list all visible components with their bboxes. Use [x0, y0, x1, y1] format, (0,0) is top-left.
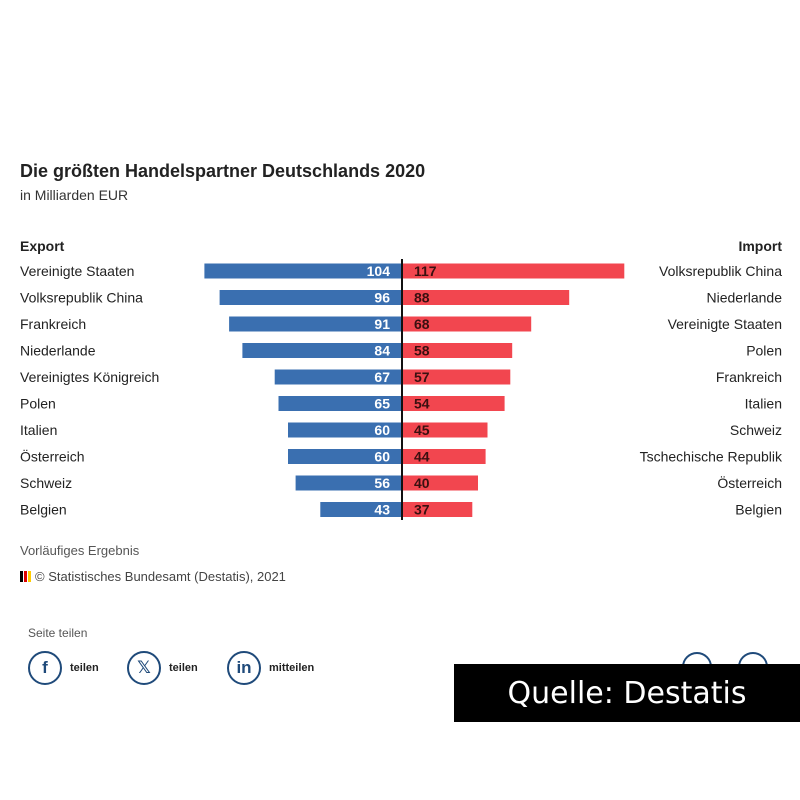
- export-bar: [204, 263, 402, 279]
- share-title: Seite teilen: [28, 626, 88, 640]
- export-category-label: Vereinigte Staaten: [20, 263, 134, 279]
- export-value-label: 67: [374, 369, 390, 385]
- import-category-label: Tschechische Republik: [640, 449, 783, 465]
- export-bar: [242, 343, 402, 358]
- export-category-label: Österreich: [20, 448, 85, 465]
- export-bar: [274, 369, 402, 385]
- import-heading: Import: [738, 238, 782, 254]
- export-category-label: Niederlande: [20, 343, 96, 359]
- export-value-label: 104: [367, 263, 391, 279]
- source-overlay: Quelle: Destatis: [454, 664, 800, 722]
- import-value-label: 54: [414, 396, 430, 412]
- export-category-label: Vereinigtes Königreich: [20, 369, 159, 385]
- source-line: © Statistisches Bundesamt (Destatis), 20…: [20, 569, 286, 584]
- import-category-label: Belgien: [735, 502, 782, 518]
- import-bar: [402, 475, 478, 491]
- export-value-label: 91: [374, 316, 390, 332]
- import-category-label: Polen: [746, 343, 782, 359]
- import-value-label: 58: [414, 343, 430, 359]
- facebook-share-label: teilen: [70, 662, 99, 674]
- import-value-label: 117: [414, 263, 437, 279]
- export-category-label: Polen: [20, 396, 56, 412]
- export-category-label: Volksrepublik China: [20, 290, 143, 306]
- import-category-label: Österreich: [717, 474, 782, 491]
- import-bar: [402, 343, 513, 358]
- import-bar: [402, 369, 511, 385]
- x-share-label: teilen: [169, 662, 198, 674]
- export-bar: [278, 396, 402, 411]
- export-bar: [320, 502, 402, 517]
- export-value-label: 43: [374, 502, 390, 518]
- linkedin-share-button[interactable]: in mitteilen: [227, 651, 314, 685]
- import-bar: [402, 263, 625, 279]
- export-value-label: 96: [374, 290, 390, 306]
- export-bar: [288, 449, 402, 464]
- import-bar: [402, 290, 570, 305]
- linkedin-share-label: mitteilen: [269, 662, 315, 674]
- x-share-button[interactable]: 𝕏 teilen: [127, 651, 198, 685]
- import-category-label: Niederlande: [707, 290, 783, 306]
- export-value-label: 56: [374, 475, 390, 491]
- import-bar: [402, 396, 505, 411]
- export-category-label: Italien: [20, 422, 57, 438]
- import-value-label: 57: [414, 369, 430, 385]
- chart-title: Die größten Handelspartner Deutschlands …: [20, 161, 426, 181]
- export-bar: [219, 290, 402, 305]
- import-category-label: Volksrepublik China: [659, 263, 782, 279]
- import-bar: [402, 422, 488, 438]
- import-bar: [402, 502, 473, 517]
- import-category-label: Schweiz: [730, 422, 782, 438]
- import-category-label: Frankreich: [716, 369, 782, 385]
- export-value-label: 65: [374, 396, 390, 412]
- import-value-label: 45: [414, 422, 430, 438]
- import-value-label: 37: [414, 502, 430, 518]
- export-category-label: Schweiz: [20, 475, 72, 491]
- export-category-label: Belgien: [20, 502, 67, 518]
- import-value-label: 44: [414, 449, 430, 465]
- linkedin-icon: in: [227, 651, 261, 685]
- import-category-label: Vereinigte Staaten: [668, 316, 782, 332]
- x-icon: 𝕏: [127, 651, 161, 685]
- destatis-logo-icon: [20, 571, 31, 582]
- export-value-label: 60: [374, 449, 390, 465]
- export-heading: Export: [20, 238, 65, 254]
- footnote: Vorläufiges Ergebnis: [20, 543, 140, 558]
- export-value-label: 84: [374, 343, 390, 359]
- export-bar: [295, 475, 402, 491]
- facebook-icon: f: [28, 651, 62, 685]
- import-bar: [402, 316, 532, 332]
- export-category-label: Frankreich: [20, 316, 86, 332]
- import-value-label: 68: [414, 316, 430, 332]
- import-bar: [402, 449, 486, 464]
- facebook-share-button[interactable]: f teilen: [28, 651, 99, 685]
- export-bar: [229, 316, 402, 332]
- import-value-label: 40: [414, 475, 430, 491]
- import-value-label: 88: [414, 290, 430, 306]
- source-text: © Statistisches Bundesamt (Destatis), 20…: [35, 569, 286, 584]
- import-category-label: Italien: [745, 396, 782, 412]
- export-value-label: 60: [374, 422, 390, 438]
- chart-subtitle: in Milliarden EUR: [20, 187, 129, 203]
- export-bar: [288, 422, 402, 438]
